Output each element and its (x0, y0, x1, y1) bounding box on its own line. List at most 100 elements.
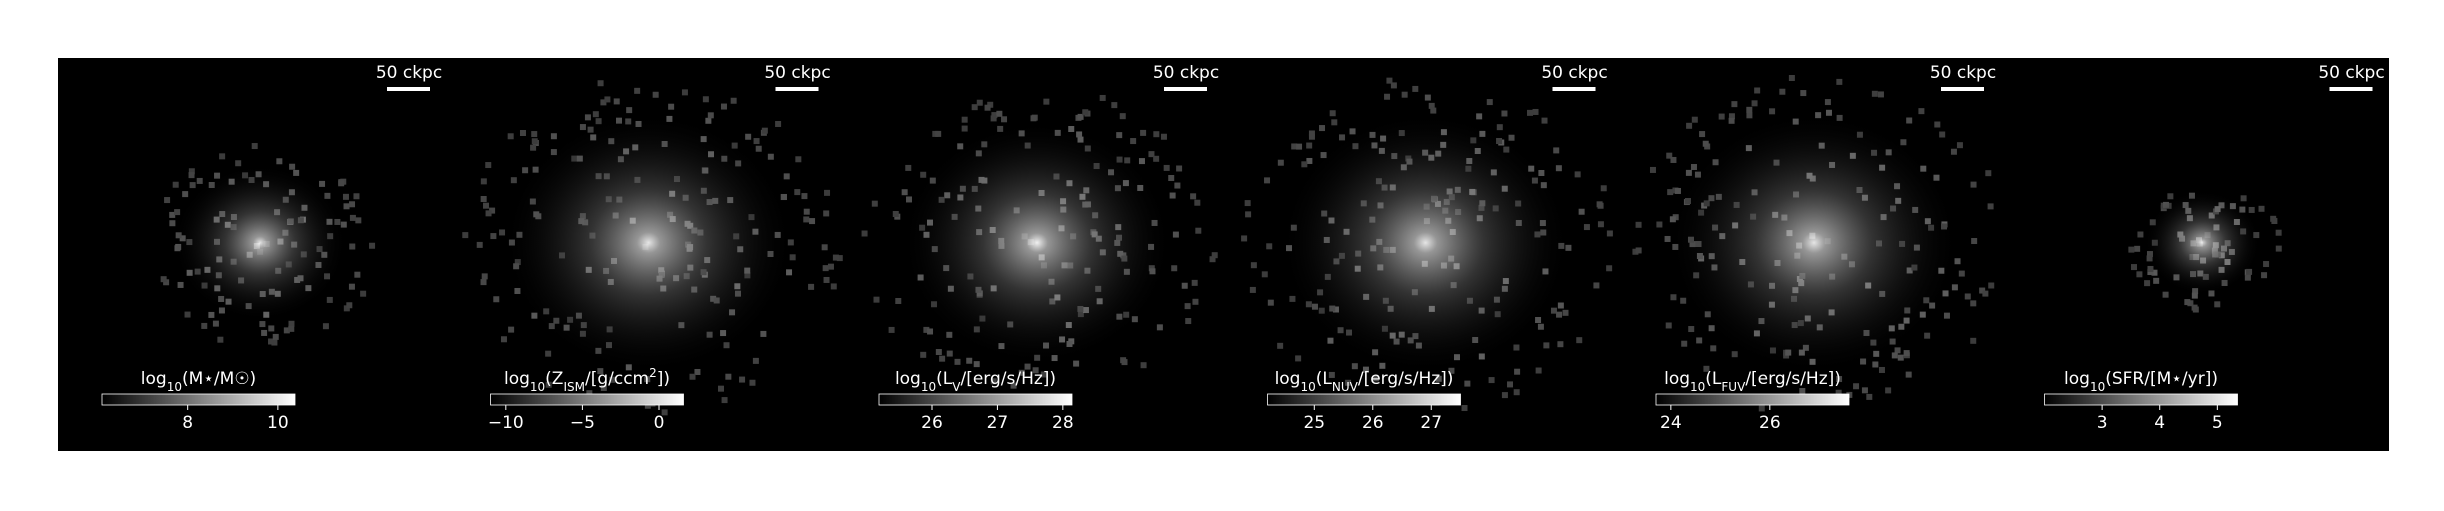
pixel (1670, 156, 1677, 163)
pixel (1754, 87, 1761, 94)
pixel (721, 397, 728, 404)
pixel (827, 263, 834, 270)
panel-strip (58, 58, 2389, 451)
pixel (946, 350, 953, 357)
pixel (1306, 142, 1313, 149)
pixel (2151, 269, 2158, 276)
pixel (1918, 108, 1925, 115)
pixel (755, 145, 762, 152)
pixel (1891, 352, 1898, 359)
pixel (976, 99, 983, 106)
pixel (1291, 143, 1298, 150)
pixel (1296, 143, 1303, 150)
pixel (2137, 231, 2144, 238)
pixel (1674, 187, 1681, 194)
pixel (1691, 116, 1698, 123)
pixel (935, 130, 942, 137)
colorbar (490, 393, 684, 406)
pixel (2275, 245, 2282, 252)
pixel (485, 210, 492, 217)
pixel (920, 351, 927, 358)
pixel (1148, 151, 1155, 158)
colorbar (1267, 393, 1461, 406)
pixel (174, 209, 181, 216)
pixel (1535, 367, 1542, 374)
pixel (1799, 388, 1806, 395)
pixel (1032, 367, 1039, 374)
pixel (1950, 148, 1957, 155)
pixel (1329, 110, 1336, 117)
pixel (188, 172, 195, 179)
colorbar-tick-label: 25 (1303, 413, 1325, 433)
pixel (961, 116, 968, 123)
pixel (1345, 379, 1352, 386)
pixel (966, 357, 973, 364)
pixel (823, 276, 830, 283)
pixel (2136, 271, 2143, 278)
pixel (2270, 215, 2277, 222)
pixel (1295, 355, 1302, 362)
colorbar (1655, 393, 1850, 406)
pixel (276, 158, 283, 165)
pixel (935, 349, 942, 356)
colorbar-tick-label: 0 (654, 413, 665, 433)
pixel (2191, 304, 2198, 311)
pixel (990, 115, 997, 122)
pixel (705, 117, 712, 124)
pixel (1140, 362, 1147, 369)
scalebar-label: 50 ckpc (2318, 63, 2384, 83)
pixel (1209, 256, 1216, 263)
pixel (1836, 78, 1843, 85)
pixel (219, 153, 226, 160)
pixel (500, 336, 507, 343)
pixel (901, 189, 908, 196)
colorbar-tick-label: 26 (1362, 413, 1384, 433)
pixel (1171, 265, 1178, 272)
pixel (613, 98, 620, 105)
pixel (1632, 248, 1639, 255)
pixel (794, 189, 801, 196)
pixel (905, 196, 912, 203)
label-part: (L (1705, 369, 1722, 389)
pixel (169, 211, 176, 218)
pixel (235, 160, 242, 167)
pixel (1690, 164, 1697, 171)
pixel (1951, 284, 1958, 291)
pixel (499, 229, 506, 236)
colorbar-label: log10(ZISM/[g/ccm2]) (504, 366, 670, 394)
pixel (1635, 247, 1642, 254)
pixel (1576, 337, 1583, 344)
colorbar-tick-label: 28 (1052, 413, 1074, 433)
pixel (1428, 102, 1435, 109)
pixel (172, 181, 179, 188)
pixel (1532, 108, 1539, 115)
colorbar (878, 393, 1073, 406)
colorbar-tick-label: 27 (987, 413, 1009, 433)
pixel (1939, 131, 1946, 138)
label-part: (L (1316, 369, 1333, 389)
pixel (1541, 117, 1548, 124)
pixel (895, 297, 902, 304)
pixel (1718, 113, 1725, 120)
label-part: (L (936, 369, 953, 389)
pixel (343, 203, 350, 210)
pixel (1140, 129, 1147, 136)
pixel (251, 143, 258, 150)
pixel (1043, 98, 1050, 105)
pixel (1703, 365, 1710, 372)
pixel (749, 379, 756, 386)
pixel (2128, 246, 2135, 253)
pixel (1924, 332, 1931, 339)
pixel (1513, 344, 1520, 351)
pixel (661, 409, 668, 416)
pixel (681, 89, 688, 96)
pixel (480, 196, 487, 203)
pixel (1583, 224, 1590, 231)
colorbar-tick-label: 27 (1420, 413, 1442, 433)
pixel (531, 131, 538, 138)
pixel (1244, 200, 1251, 207)
pixel (1597, 221, 1604, 228)
pixel (2147, 269, 2154, 276)
pixel (348, 283, 355, 290)
pixel (2144, 280, 2151, 287)
